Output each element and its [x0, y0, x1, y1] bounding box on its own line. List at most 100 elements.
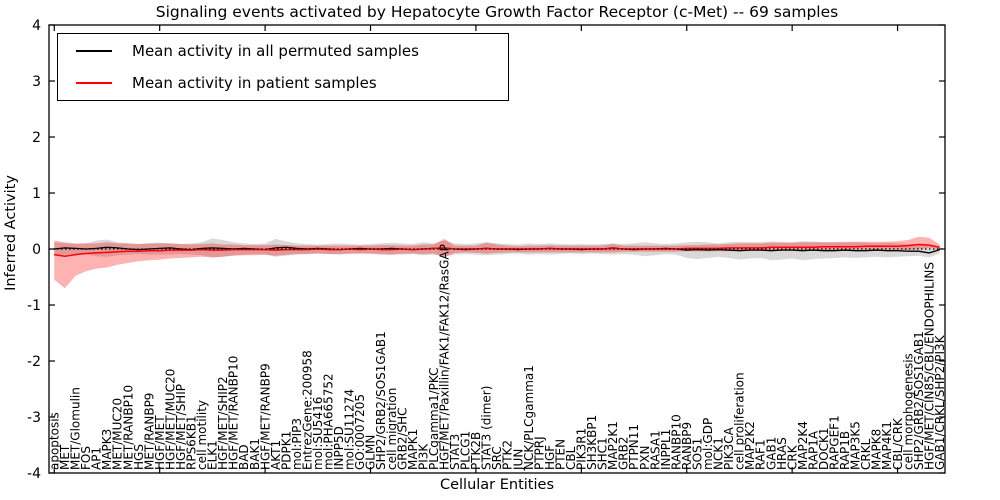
- x-tick-label: EntrezGene:200958: [300, 350, 314, 470]
- x-tick-label: cell proliferation: [733, 372, 747, 470]
- legend-item-patient: Mean activity in patient samples: [58, 68, 508, 98]
- x-tick-label: GRB2/SHC: [395, 407, 409, 470]
- legend: Mean activity in all permuted samples Me…: [57, 33, 509, 101]
- x-tick-label: HGF/MET/RANBP10: [227, 356, 241, 470]
- x-tick-label: PTK2: [501, 440, 515, 470]
- x-tick-label: PLCG1: [459, 431, 473, 470]
- x-tick-label: HGF/MET/CIN85/CBL/ENDOPHILINS: [922, 262, 936, 470]
- x-tick-label: RASA1: [648, 430, 662, 470]
- x-tick-label: PTEN: [553, 439, 567, 470]
- x-tick-label: NCK/PLCgamma1: [522, 365, 536, 470]
- x-tick-label: HGF/MET/RANBP9: [258, 363, 272, 470]
- x-tick-label: MET/MUC20: [111, 398, 125, 470]
- patient-line-swatch-icon: [76, 82, 112, 84]
- x-tick-label: CRKL: [859, 438, 873, 470]
- y-tick-label: -2: [27, 354, 41, 370]
- x-tick-label: SH3KBP1: [585, 415, 599, 470]
- x-tick-label: SHC1: [596, 437, 610, 470]
- x-tick-label: PLCgamma1/PKC: [427, 367, 441, 470]
- x-tick-label: SHP2/GRB2/SOS1GAB1: [912, 331, 926, 470]
- y-tick-label: 1: [32, 186, 41, 202]
- x-tick-label: STAT3 (dimer): [480, 386, 494, 470]
- x-tick-label: RANBP9: [680, 422, 694, 470]
- x-tick-label: MET/RANBP9: [142, 393, 156, 470]
- x-tick-label: apoptosis: [47, 412, 61, 470]
- x-tick-label: CRK: [785, 444, 799, 470]
- x-tick-label: RAP1B: [838, 431, 852, 470]
- x-tick-label: RAPGEF1: [828, 415, 842, 470]
- x-tick-label: cell migration: [385, 388, 399, 470]
- x-tick-label: HGF/MET: [153, 415, 167, 470]
- x-tick-label: PTPN11: [627, 424, 641, 470]
- x-tick-label: mol:SU5416: [311, 397, 325, 470]
- x-tick-label: AKT1: [269, 440, 283, 470]
- y-tick-label: 4: [32, 18, 41, 34]
- x-tick-label: CBL/CRK: [891, 417, 905, 470]
- x-tick-label: CBL: [564, 446, 578, 470]
- x-tick-label: MAPK3: [100, 429, 114, 470]
- x-tick-label: PXN: [638, 446, 652, 470]
- x-tick-label: RPS6KB1: [185, 415, 199, 470]
- x-tick-label: SRC: [490, 446, 504, 470]
- x-tick-label: HGF/MET/MUC20: [163, 369, 177, 470]
- x-tick-label: DOCK1: [817, 427, 831, 470]
- y-tick-label: -4: [27, 466, 41, 482]
- x-tick-label: MAP2K1: [606, 421, 620, 470]
- x-tick-label: INPP5D: [332, 426, 346, 470]
- x-tick-label: RANBP10: [669, 414, 683, 470]
- x-tick-label: GAB1/CRKL/SHP2/PI3K: [933, 334, 947, 470]
- x-tick-label: PTK2B: [469, 432, 483, 470]
- x-tick-label: INPPL1: [659, 429, 673, 470]
- legend-label-patient: Mean activity in patient samples: [132, 74, 377, 92]
- x-tick-label: ELK1: [206, 440, 220, 470]
- x-tick-label: MAP2K2: [743, 421, 757, 470]
- x-tick-label: PIK3R1: [575, 428, 589, 470]
- x-tick-label: MAP2K4: [796, 421, 810, 470]
- x-tick-label: mol:PHA665752: [322, 373, 336, 470]
- x-tick-label: MAP4K1: [880, 421, 894, 470]
- x-tick-label: HGS: [132, 444, 146, 470]
- x-tick-label: RAP1A: [806, 430, 820, 470]
- plot-frame: [48, 24, 946, 474]
- x-tick-label: MET: [58, 444, 72, 470]
- x-tick-label: GAB1: [764, 437, 778, 470]
- x-tick-label: HGF/MET/Paxillin/FAK1/FAK12/RasGAP: [437, 244, 451, 470]
- x-tick-label: AP1: [90, 447, 104, 470]
- y-tick-label: 2: [32, 130, 41, 146]
- x-axis-label: Cellular Entities: [439, 477, 555, 493]
- x-tick-label: MET/Glomulin: [69, 387, 83, 470]
- x-tick-label: HGF: [543, 445, 557, 470]
- y-tick-label: 0: [32, 242, 41, 258]
- chart-title: Signaling events activated by Hepatocyte…: [155, 3, 839, 21]
- x-tick-label: HGF/MET/SHIP: [174, 384, 188, 470]
- x-tick-label: mol:GDP: [701, 418, 715, 470]
- x-tick-label: PTPRJ: [532, 436, 546, 470]
- x-tick-label: mol:SU11274: [343, 389, 357, 470]
- x-tick-label: FOS: [79, 446, 93, 470]
- x-tick-label: MAP3K5: [849, 421, 863, 470]
- permuted-line-swatch-icon: [76, 50, 112, 52]
- x-tick-label: JUN: [511, 449, 525, 471]
- x-tick-label: SHP2/GRB2/SOS1GAB1: [374, 331, 388, 470]
- x-tick-label: BAD: [237, 444, 251, 470]
- x-tick-label: HRAS: [775, 437, 789, 470]
- y-tick-label: -1: [27, 298, 41, 314]
- x-tick-label: PI3K: [416, 443, 430, 470]
- x-tick-label: RAF1: [754, 439, 768, 470]
- y-axis-label: Inferred Activity: [3, 175, 19, 291]
- x-tick-label: BAK1: [248, 438, 262, 470]
- x-tick-label: SOS1: [690, 438, 704, 470]
- legend-item-permuted: Mean activity in all permuted samples: [58, 36, 508, 66]
- x-tick-label: GLMN: [364, 435, 378, 470]
- x-tick-label: GO:0007205: [353, 394, 367, 470]
- x-tick-label: MAPK1: [406, 429, 420, 470]
- x-tick-label: STAT3: [448, 434, 462, 470]
- x-tick-label: PIK3CA: [722, 426, 736, 470]
- y-tick-label: 3: [32, 74, 41, 90]
- x-tick-label: GRB2: [617, 436, 631, 470]
- x-tick-label: MET/RANBP10: [121, 385, 135, 470]
- legend-label-permuted: Mean activity in all permuted samples: [132, 42, 419, 60]
- x-tick-label: MAPK8: [870, 429, 884, 470]
